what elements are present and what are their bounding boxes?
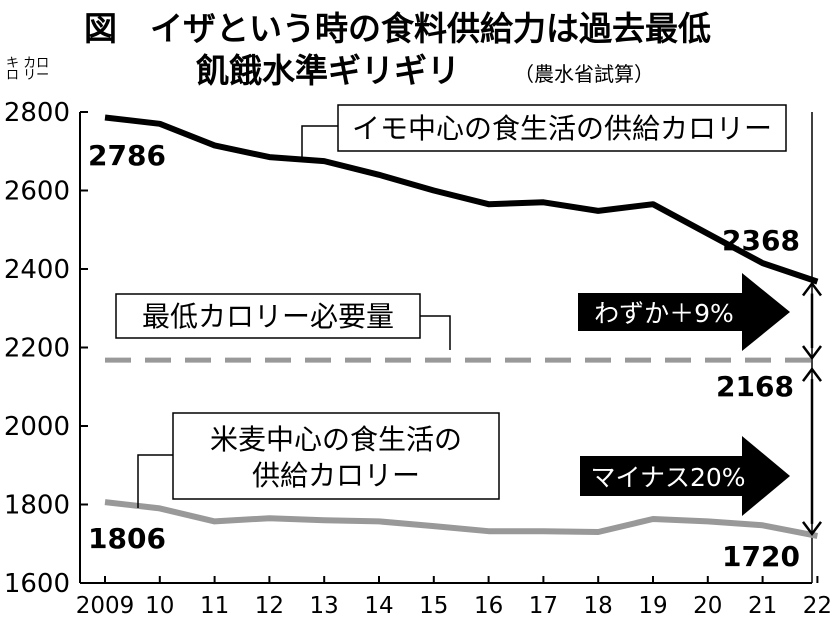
x-tick-label: 11: [200, 593, 229, 619]
data-label-rice-end: 1720: [722, 540, 800, 573]
lower-arrow-label: マイナス20%: [590, 463, 745, 492]
x-tick-label: 17: [529, 593, 558, 619]
rice-callout-label-line2: 供給カロリー: [252, 459, 420, 492]
data-label-rice-start: 1806: [88, 522, 166, 555]
imo-callout-box: [337, 104, 787, 152]
x-tick-label: 18: [584, 593, 613, 619]
y-tick-label: 2600: [4, 177, 70, 207]
x-tick-label: 20: [693, 593, 722, 619]
minimum-callout-leader: [420, 315, 451, 350]
chart-title: 図 イザという時の食料供給力は過去最低: [84, 9, 711, 48]
lower-block-arrow: [580, 436, 790, 516]
upper-range-arrow-head-bottom: [802, 345, 822, 361]
data-label-minimum: 2168: [716, 370, 794, 403]
upper-arrow-label: わずか＋9%: [594, 299, 734, 328]
x-tick-label: 16: [474, 593, 503, 619]
rice-callout-box: [172, 412, 500, 500]
x-tick-label: 12: [255, 593, 284, 619]
x-tick-label: 22: [803, 593, 832, 619]
minimum-callout-box: [115, 293, 421, 339]
y-axis-unit-label: キ カロ ロ リー: [6, 56, 50, 83]
x-tick-label: 10: [145, 593, 174, 619]
upper-block-arrow: [578, 273, 790, 351]
y-tick-label: 2000: [4, 412, 70, 442]
y-tick-label: 2200: [4, 334, 70, 364]
y-tick-label: 2400: [4, 255, 70, 285]
imo-series-line: [104, 114, 819, 285]
chart-source-note: （農水省試算）: [514, 62, 654, 86]
rice-callout-leader: [137, 454, 173, 508]
x-tick-label: 13: [310, 593, 339, 619]
data-label-imo-start: 2786: [88, 139, 166, 172]
y-tick-label: 1600: [4, 569, 70, 599]
y-tick-label: 2800: [4, 98, 70, 128]
x-tick-label: 14: [364, 593, 393, 619]
rice-callout-label-line1: 米麦中心の食生活の: [210, 423, 462, 456]
x-tick-label: 15: [419, 593, 448, 619]
rice-series-line: [104, 499, 818, 539]
x-tick-label: 19: [638, 593, 667, 619]
lower-range-arrow-head-top: [802, 367, 822, 382]
x-tick-label: 2009: [76, 593, 135, 619]
upper-range-arrow-head-top: [802, 281, 822, 297]
lower-range-arrow-head-bottom: [802, 521, 822, 536]
minimum-callout-label: 最低カロリー必要量: [142, 300, 394, 333]
x-tick-label: 21: [748, 593, 777, 619]
imo-callout-leader: [301, 125, 338, 158]
y-tick-label: 1800: [4, 491, 70, 521]
imo-callout-label: イモ中心の食生活の供給カロリー: [352, 112, 772, 145]
chart-title-line2: 飢餓水準ギリギリ: [196, 51, 460, 90]
data-label-imo-end: 2368: [722, 224, 800, 257]
